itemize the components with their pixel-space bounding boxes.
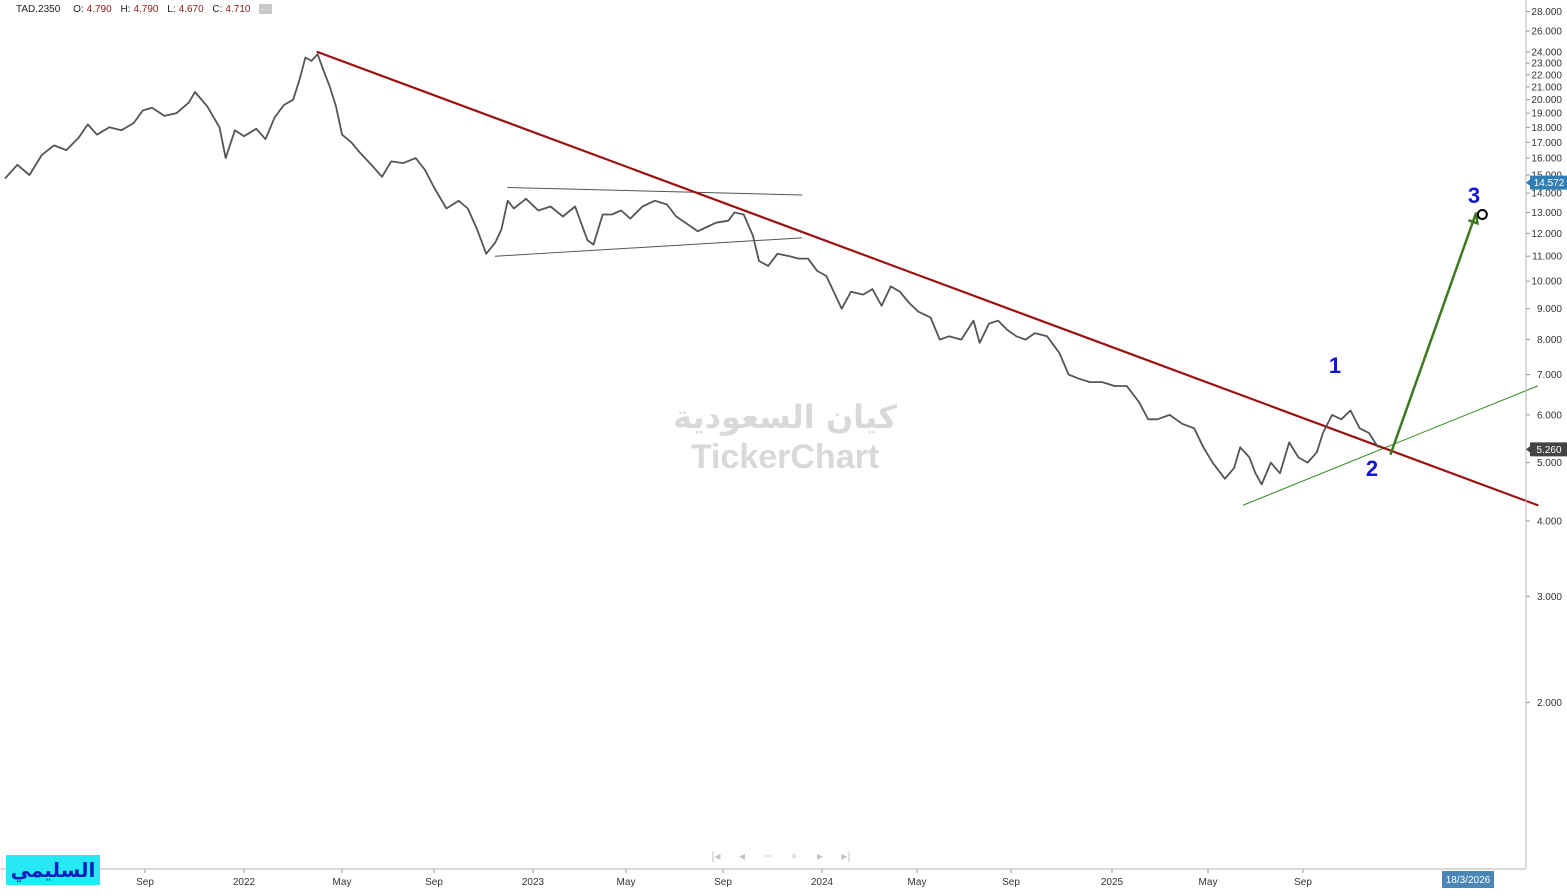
low-label: L: xyxy=(167,4,176,15)
x-tick-label: May xyxy=(1199,877,1218,888)
y-tick-label: 13.000 xyxy=(1531,208,1562,219)
low-value: 4.670 xyxy=(178,4,204,15)
level-price-tag-pointer xyxy=(1526,178,1531,187)
x-tick-label: 2025 xyxy=(1101,877,1124,888)
x-tick-label: May xyxy=(333,877,352,888)
zoom-out-icon[interactable]: − xyxy=(764,849,772,863)
y-tick-label: 3.000 xyxy=(1537,592,1562,603)
zoom-in-icon[interactable]: + xyxy=(790,849,798,863)
wave-label-3: 3 xyxy=(1468,183,1480,208)
last-icon[interactable]: ▸| xyxy=(841,849,851,863)
x-tick-label: 2023 xyxy=(522,877,545,888)
y-tick-label: 12.000 xyxy=(1531,229,1562,240)
x-tick-label: 2024 xyxy=(811,877,834,888)
y-tick-label: 23.000 xyxy=(1531,59,1562,70)
y-tick-label: 26.000 xyxy=(1531,27,1562,38)
author-tag: السليمي xyxy=(6,855,100,885)
y-tick-label: 11.000 xyxy=(1532,252,1562,263)
projection-arrow-head xyxy=(1467,212,1479,226)
y-tick-label: 10.000 xyxy=(1531,277,1562,288)
y-tick-label: 8.000 xyxy=(1537,335,1562,346)
y-tick-label: 5.000 xyxy=(1537,458,1562,469)
x-tick-label: Sep xyxy=(714,877,732,888)
target-point xyxy=(1476,209,1488,221)
triangle-upper-line xyxy=(507,187,803,196)
y-tick-label: 7.000 xyxy=(1537,370,1562,381)
y-tick-label: 21.000 xyxy=(1531,82,1562,93)
level-price-tag-bg xyxy=(1530,175,1567,190)
y-tick-label: 4.000 xyxy=(1537,517,1562,528)
y-tick-label: 24.000 xyxy=(1531,48,1562,59)
chart-navigation: |◂ ◂ − + ▸ ▸| xyxy=(706,849,856,863)
y-tick-label: 9.000 xyxy=(1537,304,1562,315)
axis-tags: 14.572 5.260 18/3/2026 xyxy=(1442,175,1567,888)
date-tag-bg xyxy=(1442,871,1494,888)
ohlc-header: TAD.2350 O: 4.790 H: 4.790 L: 4.670 C: 4.710… xyxy=(16,4,273,15)
downtrend-line xyxy=(316,50,1539,507)
open-value: 4.790 xyxy=(86,4,112,15)
y-tick-label: 20.000 xyxy=(1531,95,1562,106)
y-tick-label: 16.000 xyxy=(1531,154,1562,165)
y-tick-label: 2.000 xyxy=(1537,698,1562,709)
y-tick-label: 28.000 xyxy=(1531,7,1562,18)
wave-labels: 1 2 3 xyxy=(1329,183,1480,481)
triangle-lower-line xyxy=(494,237,803,257)
y-tick-label: 14.000 xyxy=(1531,189,1562,200)
prev-icon[interactable]: ◂ xyxy=(738,849,746,863)
open-label: O: xyxy=(73,4,84,15)
wave-label-1: 1 xyxy=(1329,353,1341,378)
symbol-label: TAD.2350 xyxy=(16,4,61,15)
y-tick-label: 17.000 xyxy=(1531,138,1562,149)
close-value: 4.710 xyxy=(225,4,251,15)
x-tick-label: May xyxy=(908,877,927,888)
close-label: C: xyxy=(212,4,223,15)
x-tick-label: 2022 xyxy=(233,877,256,888)
x-tick-label: Sep xyxy=(136,877,154,888)
y-tick-label: 18.000 xyxy=(1531,123,1562,134)
x-tick-label: Sep xyxy=(425,877,443,888)
price-series xyxy=(4,53,1379,486)
y-tick-label: 19.000 xyxy=(1531,109,1562,120)
last-price-tag-pointer xyxy=(1526,445,1531,454)
x-tick-label: Sep xyxy=(1002,877,1020,888)
last-price-tag-bg xyxy=(1530,442,1567,457)
more-button[interactable]: ··· xyxy=(259,4,273,15)
y-tick-label: 6.000 xyxy=(1537,410,1562,421)
y-tick-label: 22.000 xyxy=(1531,70,1562,81)
first-icon[interactable]: |◂ xyxy=(711,849,721,863)
x-tick-label: Sep xyxy=(1294,877,1312,888)
support-trendline xyxy=(1242,385,1538,506)
next-icon[interactable]: ▸ xyxy=(816,849,824,863)
annotations xyxy=(316,50,1539,507)
projection-arrow-shaft xyxy=(1389,212,1478,456)
date-tag: 18/3/2026 xyxy=(1446,875,1491,886)
high-value: 4.790 xyxy=(133,4,159,15)
wave-label-2: 2 xyxy=(1366,456,1378,481)
high-label: H: xyxy=(120,4,131,15)
level-price-tag: 14.572 xyxy=(1534,178,1565,189)
price-line-series-0 xyxy=(4,53,1379,486)
x-tick-label: May xyxy=(617,877,636,888)
last-price-tag: 5.260 xyxy=(1536,445,1561,456)
